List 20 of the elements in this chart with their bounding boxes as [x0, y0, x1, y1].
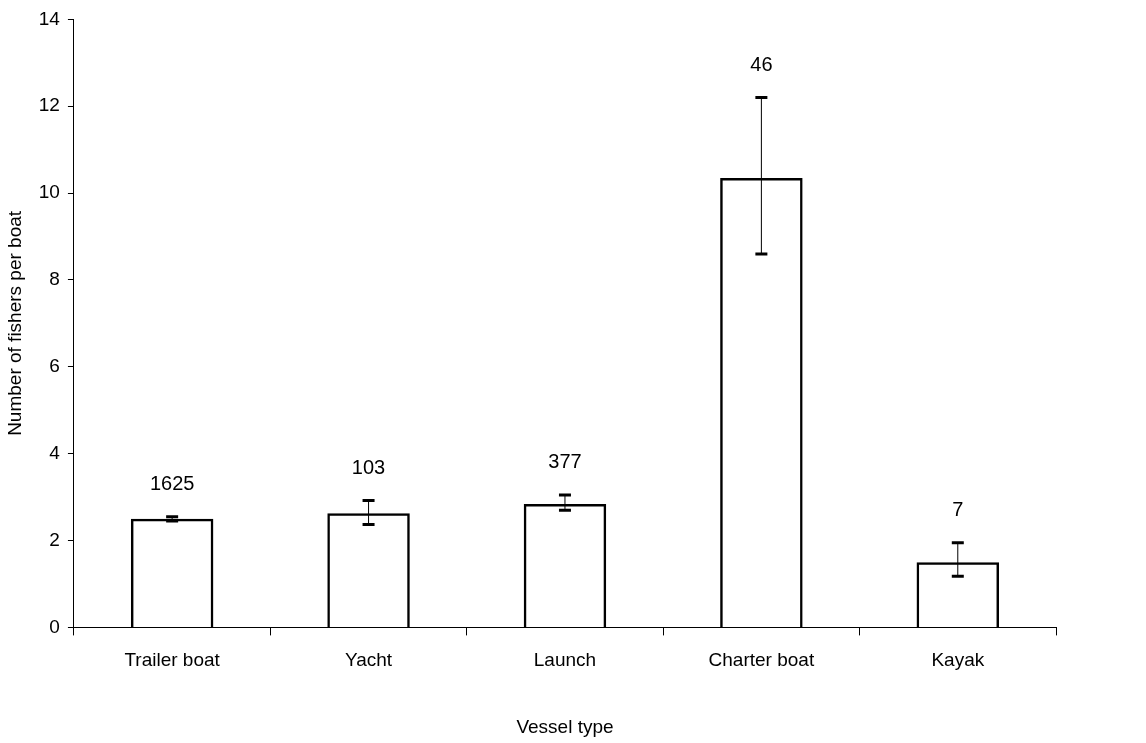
y-tick-label: 8	[49, 268, 60, 290]
annotation: 7	[952, 498, 964, 521]
y-tick-label: 6	[49, 355, 60, 377]
x-tick-label: Yacht	[344, 649, 393, 671]
y-axis-title: Number of fishers per boat	[3, 210, 25, 436]
x-tick-label: Trailer boat	[124, 649, 221, 671]
annotation: 46	[750, 53, 773, 76]
y-tick-label: 2	[49, 528, 60, 550]
annotation: 377	[548, 450, 582, 473]
y-tick-label: 12	[38, 94, 60, 116]
x-tick-label: Launch	[533, 649, 597, 671]
x-tick-label: Kayak	[931, 649, 985, 671]
y-tick-label: 14	[38, 7, 61, 29]
y-tick-label: 4	[49, 441, 61, 463]
y-tick-label: 0	[49, 615, 60, 637]
annotation: 103	[351, 456, 386, 479]
annotation: 1625	[149, 472, 195, 495]
x-axis-title: Vessel type	[516, 715, 614, 737]
y-tick-label: 10	[38, 181, 60, 203]
x-tick-label: Charter boat	[708, 649, 815, 671]
